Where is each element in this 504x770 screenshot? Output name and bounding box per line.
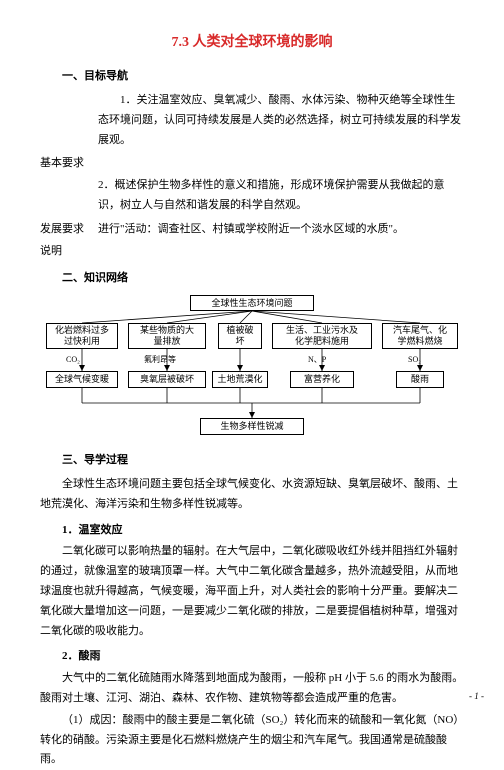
basic-req-1: 1．关注温室效应、臭氧减少、酸雨、水体污染、物种灭绝等全球性生态环境问题，认同可… (98, 91, 464, 150)
diagram-r1-b1: 化岩燃料过多 过快利用 (46, 323, 118, 349)
knowledge-diagram: 全球性生态环境问题 化岩燃料过多 过快利用 某些物质的大 量排放 植被破 坏 生… (40, 293, 464, 443)
dev-req-text: 进行"活动：调查社区、村镇或学校附近一个淡水区域的水质"。 (98, 220, 464, 240)
diagram-label-5: SO₂ (408, 353, 421, 367)
basic-req-row: 1．关注温室效应、臭氧减少、酸雨、水体污染、物种灭绝等全球性生态环境问题，认同可… (40, 91, 464, 152)
heading-3: 三、导学过程 (40, 451, 464, 471)
note-label: 说明 (40, 242, 464, 262)
heading-2: 二、知识网络 (40, 269, 464, 289)
page-number: - 1 - (469, 688, 484, 704)
diagram-label-1: CO₂ (66, 353, 80, 367)
diagram-top: 全球性生态环境问题 (190, 295, 314, 311)
diagram-r1-b5: 汽车尾气、化 学燃料燃烧 (382, 323, 458, 349)
diagram-bottom: 生物多样性锐减 (200, 418, 304, 435)
diagram-r2-b1: 全球气候变暖 (46, 371, 118, 388)
lesson-title: 7.3 人类对全球环境的影响 (40, 30, 464, 55)
diagram-r2-b5: 酸雨 (396, 371, 444, 388)
section-1-para: 二氧化碳可以影响热量的辐射。在大气层中，二氧化碳吸收红外线并阻挡红外辐射的通过，… (40, 542, 464, 641)
diagram-r2-b3: 土地荒漠化 (212, 371, 268, 388)
dev-req-row: 发展要求 进行"活动：调查社区、村镇或学校附近一个淡水区域的水质"。 (40, 220, 464, 240)
diagram-r1-b2: 某些物质的大 量排放 (128, 323, 206, 349)
dev-req-label: 发展要求 (40, 220, 90, 240)
section-1-title: 1．温室效应 (40, 521, 464, 541)
diagram-r1-b3: 植被破 坏 (218, 323, 262, 349)
diagram-label-2: 氟利昂等 (144, 353, 176, 367)
basic-req-label (40, 91, 90, 152)
section-2-para1: 大气中的二氧化硫随雨水降落到地面成为酸雨，一般称 pH 小于 5.6 的雨水为酸… (40, 669, 464, 709)
diagram-r2-b2: 臭氧层被破坏 (128, 371, 206, 388)
diagram-r2-b4: 富营养化 (290, 371, 354, 388)
basic-req-row2: 基本要求 (40, 154, 464, 174)
diagram-r1-b4: 生活、工业污水及 化学肥料施用 (272, 323, 372, 349)
section-2-para2: （1）成因：酸雨中的酸主要是二氧化硫（SO₂）转化而来的硫酸和一氧化氮（NO）转… (40, 711, 464, 770)
section-2-title: 2．酸雨 (40, 647, 464, 667)
heading-1: 一、目标导航 (40, 67, 464, 87)
basic-req-label-text: 基本要求 (40, 154, 90, 174)
intro-para: 全球性生态环境问题主要包括全球气候变化、水资源短缺、臭氧层破坏、酸雨、土地荒漠化… (40, 475, 464, 515)
basic-req-2: 2．概述保护生物多样性的意义和措施，形成环境保护需要从我做起的意识，树立人与自然… (98, 176, 464, 216)
diagram-label-4: N、P (308, 353, 326, 367)
